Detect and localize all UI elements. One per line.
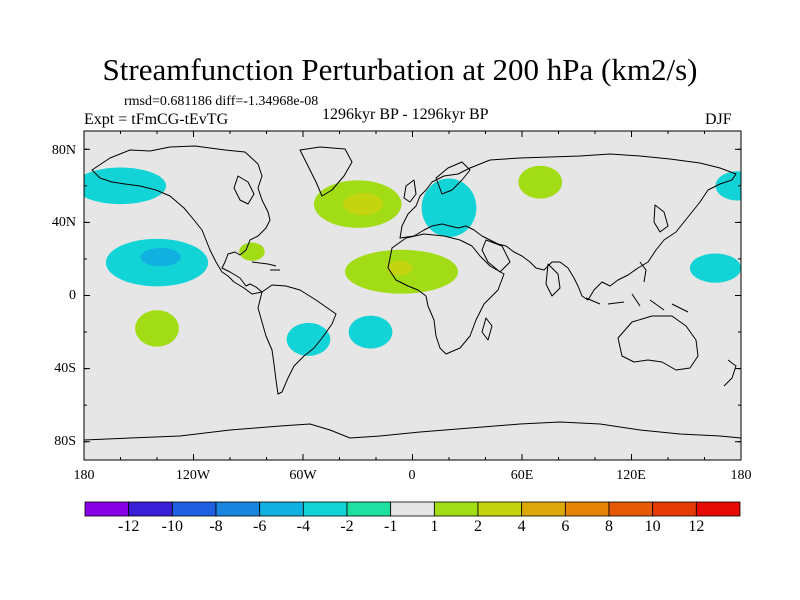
colorbar-label: -10 [161,518,183,535]
figure-title: Streamfunction Perturbation at 200 hPa (… [102,52,698,87]
colorbar-swatch [564,501,610,517]
colorbar-swatch [171,501,217,517]
caribbean-islands [251,261,280,271]
colorbar-label: -1 [383,518,398,535]
colorbar-label: -8 [209,518,223,535]
india-coast [545,263,561,297]
australia-coast [617,315,699,371]
anomaly-north-pacific-negative [84,167,167,205]
colorbar-swatch [390,501,435,517]
colorbar-swatch [84,501,130,517]
colorbar-swatch [215,501,261,517]
colorbar-swatch [521,501,566,517]
lon-label-60w: 60W [289,468,317,483]
hudson-bay-coast [233,175,255,205]
stats-line: rmsd=0.681186 diff=-1.34968e-08 [124,94,318,110]
colorbar-swatch [652,501,697,517]
lon-label-0: 0 [408,468,416,483]
lat-label-80n: 80N [51,143,76,158]
period-label: 1296kyr BP - 1296kyr BP [322,106,489,123]
philippines-coast [639,261,647,283]
diff-label: diff= [215,94,244,109]
north-america-coast [91,145,271,295]
colorbar-label: -2 [340,518,354,535]
colorbar-swatch [302,501,348,517]
colorbar-swatch [346,501,392,517]
colorbar-label: 1 [430,518,439,535]
colorbar-swatch [477,501,523,517]
anomaly-south-america-negative [286,322,331,356]
anomaly-siberia-positive [518,165,563,199]
madagascar-coast [481,317,493,341]
coastlines [84,145,741,441]
anomaly-arctic-pacific-negative [715,171,741,201]
lat-label-40n: 40N [51,215,76,230]
colorbar-label: 8 [605,518,613,535]
japan-coast [653,204,669,233]
rmsd-value: 0.681186 [159,94,212,109]
axis-ticks [83,131,742,460]
africa-coast [387,233,505,355]
uk-coast [403,179,417,203]
colorbar [84,501,741,517]
experiment-label: Expt = tFmCG-tEvTG [84,111,229,128]
season-label: DJF [705,111,732,128]
map-background [84,131,741,460]
lat-label-eq: 0 [69,288,76,303]
anomaly-central-pacific-core [140,247,181,267]
colorbar-label: -4 [296,518,310,535]
lat-label-80s: 80S [54,434,76,449]
anomaly-east-pacific-negative [689,253,741,283]
south-america-coast [257,284,337,395]
anomaly-layer [84,165,741,356]
colorbar-swatch [259,501,304,517]
antarctica-coast [84,421,741,441]
new-zealand-coast [723,359,737,387]
anomaly-south-pacific-positive [135,310,179,347]
rmsd-label: rmsd= [124,94,160,109]
colorbar-swatch [695,501,741,517]
anomaly-gulf-positive [239,242,265,261]
lon-label-120e: 120E [616,468,646,483]
scandinavia-coast [435,161,471,195]
colorbar-label: 12 [688,518,705,535]
anomaly-africa-core [386,260,413,276]
colorbar-label: -6 [252,518,267,535]
greenland-coast [299,146,353,197]
colorbar-label: 2 [474,518,482,535]
colorbar-label: 4 [517,518,526,535]
colorbar-swatch [433,501,479,517]
colorbar-label: -12 [117,518,140,535]
anomaly-south-atlantic-negative [348,315,393,349]
lon-label-180e: 180 [730,468,752,483]
lon-label-180w: 180 [73,468,95,483]
anomaly-north-atlantic-core [343,193,384,216]
eurasia-coast [399,153,737,301]
indonesia-coast [585,293,689,313]
colorbar-label: 6 [561,518,570,535]
anomaly-europe-negative [421,178,477,238]
lon-label-120w: 120W [175,468,211,483]
lon-label-60e: 60E [510,468,534,483]
colorbar-swatch [128,501,173,517]
diff-value: -1.34968e-08 [243,94,319,109]
colorbar-swatch [608,501,654,517]
lat-label-40s: 40S [54,361,76,376]
colorbar-label: 10 [644,518,661,535]
